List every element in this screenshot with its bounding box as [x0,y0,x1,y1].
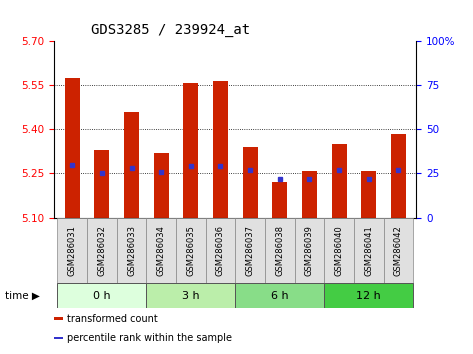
Text: GSM286035: GSM286035 [186,225,195,276]
Bar [146,283,236,308]
Text: 6 h: 6 h [271,291,289,301]
Bar [54,337,63,339]
Bar [332,144,347,218]
Bar [361,171,376,218]
Bar [213,80,228,218]
Bar [184,84,198,218]
Bar [146,218,176,283]
Bar [95,150,109,218]
Bar [54,318,63,320]
Bar [87,218,117,283]
Text: GSM286042: GSM286042 [394,225,403,276]
Bar [384,218,413,283]
Bar [65,78,79,218]
Text: GDS3285 / 239924_at: GDS3285 / 239924_at [91,23,250,37]
Bar [236,283,324,308]
Bar [176,218,206,283]
Bar [391,134,406,218]
Bar [57,283,146,308]
Text: GSM286032: GSM286032 [97,225,106,276]
Bar [154,153,168,218]
Text: transformed count: transformed count [67,314,158,324]
Text: 3 h: 3 h [182,291,200,301]
Bar [117,218,146,283]
Text: GSM286033: GSM286033 [127,225,136,276]
Text: percentile rank within the sample: percentile rank within the sample [67,333,232,343]
Text: time ▶: time ▶ [5,291,40,301]
Bar [354,218,384,283]
Text: 12 h: 12 h [357,291,381,301]
Bar [295,218,324,283]
Bar [324,283,413,308]
Text: 0 h: 0 h [93,291,111,301]
Bar [302,171,317,218]
Bar [324,218,354,283]
Bar [265,218,295,283]
Bar [272,182,287,218]
Text: GSM286039: GSM286039 [305,225,314,276]
Text: GSM286034: GSM286034 [157,225,166,276]
Text: GSM286040: GSM286040 [334,225,343,276]
Bar [206,218,236,283]
Bar [243,147,258,218]
Text: GSM286036: GSM286036 [216,225,225,276]
Text: GSM286031: GSM286031 [68,225,77,276]
Bar [236,218,265,283]
Text: GSM286038: GSM286038 [275,225,284,276]
Text: GSM286041: GSM286041 [364,225,373,276]
Bar [124,112,139,218]
Text: GSM286037: GSM286037 [245,225,254,276]
Bar [57,218,87,283]
